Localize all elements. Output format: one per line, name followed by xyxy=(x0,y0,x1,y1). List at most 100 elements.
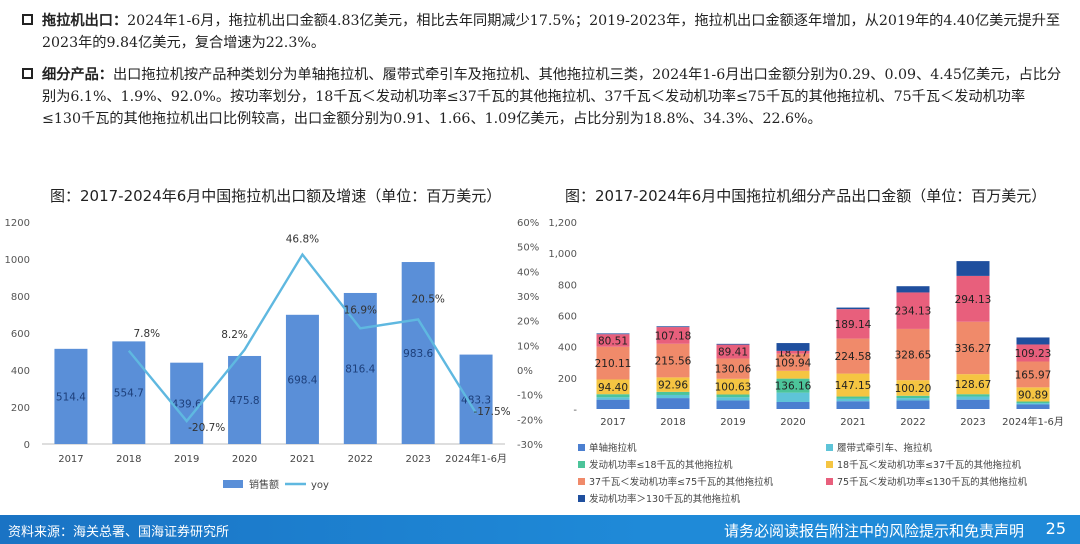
chart2-legend-label: 发动机功率＞130千瓦的其他拖拉机 xyxy=(589,493,741,505)
chart1-yoy-label: 7.8% xyxy=(133,328,160,340)
chart2-bar-segment xyxy=(596,333,630,335)
chart2-legend-swatch xyxy=(578,444,585,451)
chart1-x-tick: 2017 xyxy=(58,454,83,465)
chart2-x-tick: 2017 xyxy=(600,417,625,428)
bullet-heading: 拖拉机出口： xyxy=(42,13,128,29)
chart2-bar-segment xyxy=(1016,403,1050,405)
chart2-y-tick: 400 xyxy=(558,343,577,354)
chart2-bar-segment xyxy=(776,350,810,354)
chart2-bar-segment xyxy=(656,326,690,328)
chart1-bar-label: 439.6 xyxy=(172,398,202,410)
chart1-yoy-label: 20.5% xyxy=(412,293,445,305)
chart2-segment-label: 189.14 xyxy=(835,319,872,331)
chart2-bar-segment xyxy=(656,391,690,395)
chart2-bar-segment xyxy=(836,309,870,339)
chart2-segment-label: 136.16 xyxy=(775,381,812,393)
chart1-legend-yoy: yoy xyxy=(311,480,329,491)
chart2-bar-segment xyxy=(896,395,930,399)
chart1-bar xyxy=(228,355,262,444)
chart2-bar-segment xyxy=(956,374,990,395)
chart1-bar xyxy=(54,348,88,444)
chart1-bar-label: 475.8 xyxy=(230,395,260,407)
chart1-y2-tick: -10% xyxy=(517,391,543,402)
chart2-segment-label: 80.51 xyxy=(598,335,628,347)
chart2-bar-segment xyxy=(776,401,810,409)
chart2-segment-label: 100.20 xyxy=(895,383,932,395)
chart2-segment-label: 336.27 xyxy=(955,343,992,355)
chart1-yoy-label: 16.9% xyxy=(344,304,377,316)
chart2-bar-segment xyxy=(956,396,990,400)
chart2-title: 图：2017-2024年6月中国拖拉机细分产品出口金额（单位：百万美元） xyxy=(565,187,1047,205)
chart1-x-tick: 2020 xyxy=(232,454,257,465)
chart1-yoy-label: -17.5% xyxy=(473,406,510,418)
chart2-y-tick: 800 xyxy=(558,280,577,291)
chart2-bar-segment xyxy=(716,400,750,409)
chart2-bar-segment xyxy=(596,379,630,395)
bullet-heading: 细分产品： xyxy=(42,67,113,83)
chart2-bar-segment xyxy=(1016,337,1050,345)
chart2-legend-swatch xyxy=(826,444,833,451)
chart1-bar xyxy=(459,354,493,444)
chart2-bar-segment xyxy=(836,398,870,402)
chart1-y2-tick: 30% xyxy=(517,292,539,303)
chart1-y-tick: 0 xyxy=(24,440,30,451)
chart2-legend-swatch xyxy=(826,478,833,485)
chart2-segment-label: 234.13 xyxy=(895,306,932,318)
chart1-y-tick: 800 xyxy=(11,292,30,303)
chart2-segment-label: 165.97 xyxy=(1015,369,1052,381)
footer-bar: 资料来源：海关总署、国海证券研究所 请务必阅读报告附注中的风险提示和免责声明 2… xyxy=(0,515,1080,544)
page-number: 25 xyxy=(1045,519,1066,538)
chart2-bar-segment xyxy=(836,307,870,310)
chart1-x-tick: 2024年1-6月 xyxy=(445,452,507,465)
chart2-segment-label: 109.23 xyxy=(1015,348,1052,360)
chart2-bar-segment xyxy=(956,399,990,409)
chart2-bar-segment xyxy=(956,394,990,397)
chart1-y-tick: 400 xyxy=(11,366,30,377)
chart1-legend-swatch-sales xyxy=(223,480,243,488)
chart1-bar-label: 816.4 xyxy=(345,363,375,375)
chart2-legend-label: 履带式牵引车、拖拉机 xyxy=(837,442,933,454)
chart2-legend-swatch xyxy=(578,495,585,502)
chart2-bar-segment xyxy=(656,327,690,344)
chart1-x-tick: 2023 xyxy=(405,454,430,465)
chart1-bar xyxy=(401,262,435,444)
chart2-bar-segment xyxy=(896,380,930,396)
chart1-x-tick: 2019 xyxy=(174,454,199,465)
chart1-title: 图：2017-2024年6月中国拖拉机出口额及增速（单位：百万美元） xyxy=(50,187,502,205)
chart2-legend-label: 发动机功率≤18千瓦的其他拖拉机 xyxy=(589,459,733,471)
chart2-bar-segment xyxy=(656,394,690,399)
chart1-y2-tick: 50% xyxy=(517,243,539,254)
chart1-yoy-label: -20.7% xyxy=(188,422,225,434)
chart2-legend-label: 单轴拖拉机 xyxy=(589,442,637,454)
chart2-bar-segment xyxy=(776,370,810,379)
chart2-bar-segment xyxy=(776,392,810,402)
chart2-bar-segment xyxy=(896,400,930,409)
chart1-y-tick: 200 xyxy=(11,403,30,414)
chart2-bar-segment xyxy=(596,346,630,380)
chart2-segment-label: 89.41 xyxy=(718,347,748,359)
chart2-bar-segment xyxy=(596,394,630,398)
chart1-yoy-label: 8.2% xyxy=(221,329,248,341)
chart2-segment-label: 224.58 xyxy=(835,351,872,363)
chart1-y2-tick: 20% xyxy=(517,317,539,328)
bullet-product-breakdown: 细分产品：出口拖拉机按产品种类划分为单轴拖拉机、履带式牵引车及拖拉机、其他拖拉机… xyxy=(22,64,1062,130)
chart1-y2-tick: -30% xyxy=(517,440,543,451)
chart2-segment-label: 109.94 xyxy=(775,357,812,369)
chart2-segment-label: 215.56 xyxy=(655,356,692,368)
chart2-segment-label: 90.89 xyxy=(1018,389,1048,401)
chart1-yoy-line xyxy=(127,252,478,423)
bullet-text: 出口拖拉机按产品种类划分为单轴拖拉机、履带式牵引车及拖拉机、其他拖拉机三类，20… xyxy=(42,67,1062,127)
chart1-bar-label: 514.4 xyxy=(56,391,86,403)
chart2-bar-segment xyxy=(836,373,870,397)
chart1-bar-label: 554.7 xyxy=(114,388,144,400)
chart2-bar-segment xyxy=(596,399,630,409)
chart1-y-tick: 1000 xyxy=(5,255,30,266)
chart2-bar-segment xyxy=(1016,344,1050,362)
chart1-bar xyxy=(112,341,146,444)
chart2-bar-segment xyxy=(896,398,930,401)
chart2-segment-label: 92.96 xyxy=(658,380,688,392)
chart2-bar-segment xyxy=(716,358,750,379)
chart2-bar-segment xyxy=(596,397,630,400)
chart1-bar xyxy=(285,314,319,444)
chart2-bar-segment xyxy=(956,275,990,322)
